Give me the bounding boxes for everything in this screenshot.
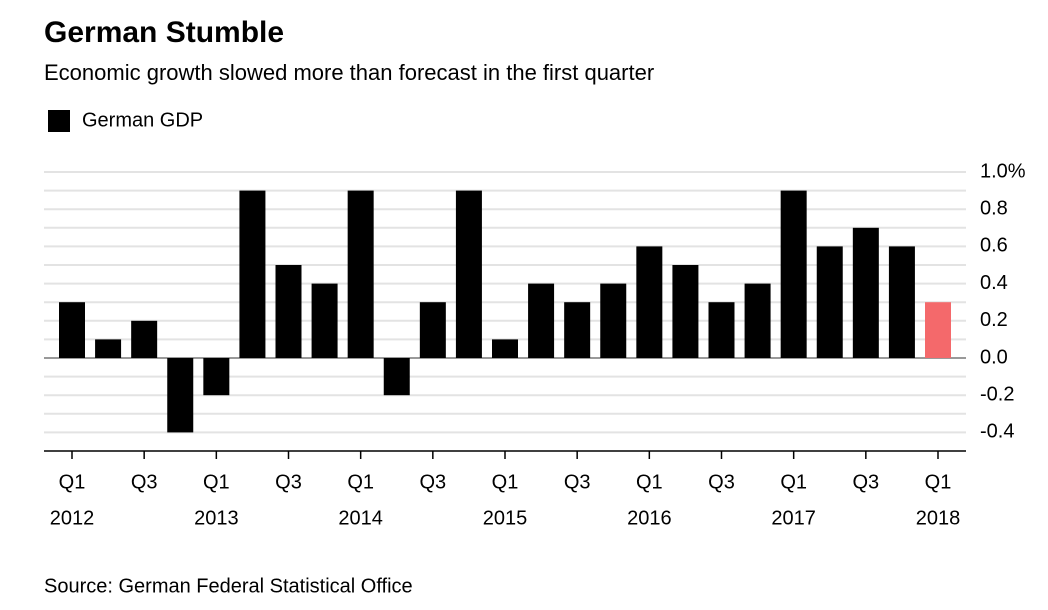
bar <box>347 190 374 358</box>
y-tick-label: 0.4 <box>980 272 1008 294</box>
y-tick-label: 0.8 <box>980 197 1008 219</box>
x-tick-label: Q3 <box>419 471 446 493</box>
bar <box>708 302 735 358</box>
y-tick-label: 0.2 <box>980 309 1008 331</box>
bar <box>780 190 807 358</box>
bar <box>888 246 915 358</box>
bar <box>636 246 663 358</box>
x-tick-label: Q3 <box>275 471 302 493</box>
bar <box>744 283 771 358</box>
bar <box>275 265 302 358</box>
x-year-label: 2018 <box>916 507 961 529</box>
x-year-label: 2015 <box>483 507 528 529</box>
x-tick-label: Q3 <box>131 471 158 493</box>
chart-title: German Stumble <box>44 16 284 49</box>
bar <box>95 339 122 358</box>
legend-label: German GDP <box>82 109 203 131</box>
bar <box>419 302 446 358</box>
bar <box>672 265 699 358</box>
y-tick-label: -0.2 <box>980 383 1014 405</box>
x-tick-label: Q1 <box>925 471 952 493</box>
x-tick-label: Q1 <box>780 471 807 493</box>
x-tick-label: Q1 <box>59 471 86 493</box>
x-tick-label: Q3 <box>564 471 591 493</box>
bar <box>852 227 879 358</box>
y-tick-label: 1.0% <box>980 160 1026 182</box>
bar <box>167 358 194 433</box>
x-year-label: 2016 <box>627 507 672 529</box>
legend-swatch <box>48 110 70 132</box>
bar <box>239 190 266 358</box>
bar <box>59 302 85 358</box>
bar <box>816 246 843 358</box>
bar <box>455 190 482 358</box>
x-year-label: 2012 <box>50 507 95 529</box>
bar <box>203 358 230 396</box>
x-tick-label: Q1 <box>347 471 374 493</box>
bar <box>600 283 627 358</box>
x-tick-label: Q3 <box>708 471 735 493</box>
x-tick-label: Q1 <box>636 471 663 493</box>
y-tick-label: -0.4 <box>980 421 1014 443</box>
x-tick-label: Q1 <box>492 471 519 493</box>
bar <box>311 283 338 358</box>
bar <box>925 302 951 358</box>
x-tick-label: Q3 <box>852 471 879 493</box>
y-tick-label: 0.6 <box>980 235 1008 257</box>
bar <box>528 283 555 358</box>
x-year-label: 2014 <box>338 507 383 529</box>
bar <box>383 358 410 396</box>
x-tick-label: Q1 <box>203 471 230 493</box>
bar <box>131 320 158 358</box>
bar <box>564 302 591 358</box>
y-tick-label: 0.0 <box>980 346 1008 368</box>
chart-subtitle: Economic growth slowed more than forecas… <box>44 60 654 85</box>
source: Source: German Federal Statistical Offic… <box>44 575 413 597</box>
x-year-label: 2017 <box>771 507 816 529</box>
bar <box>492 339 518 358</box>
x-year-label: 2013 <box>194 507 239 529</box>
